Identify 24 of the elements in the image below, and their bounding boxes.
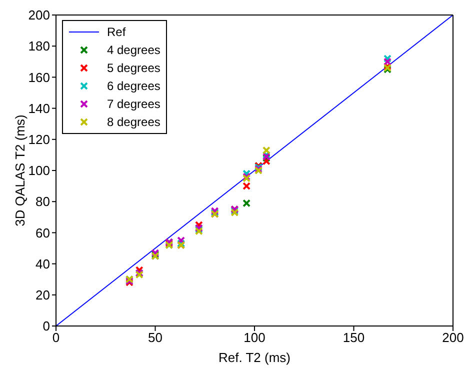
x-tick-label: 150 [342,330,365,346]
y-tick-label: 60 [36,225,50,240]
legend-label: 5 degrees [107,61,160,75]
legend-label: Ref [107,25,126,39]
y-tick-label: 80 [36,194,50,210]
y-tick-label: 40 [36,256,50,272]
y-tick-label: 100 [28,163,50,178]
y-tick-label: 200 [28,8,50,23]
x-tick-label: 0 [52,330,60,346]
x-tick-label: 200 [442,330,464,346]
legend-label: 4 degrees [107,43,160,57]
legend-label: 8 degrees [107,115,160,129]
x-axis-title: Ref. T2 (ms) [218,350,290,365]
y-tick-label: 140 [28,100,50,116]
legend-label: 7 degrees [107,97,160,111]
y-tick-label: 20 [36,288,50,303]
y-tick-label: 180 [28,38,50,54]
y-tick-label: 160 [28,70,50,85]
x-tick-label: 50 [148,330,162,346]
legend-label: 6 degrees [107,79,160,93]
y-tick-label: 120 [28,132,50,148]
y-tick-label: 0 [42,318,50,334]
y-axis-title: 3D QALAS T2 (ms) [12,114,28,226]
x-tick-label: 100 [244,330,266,346]
